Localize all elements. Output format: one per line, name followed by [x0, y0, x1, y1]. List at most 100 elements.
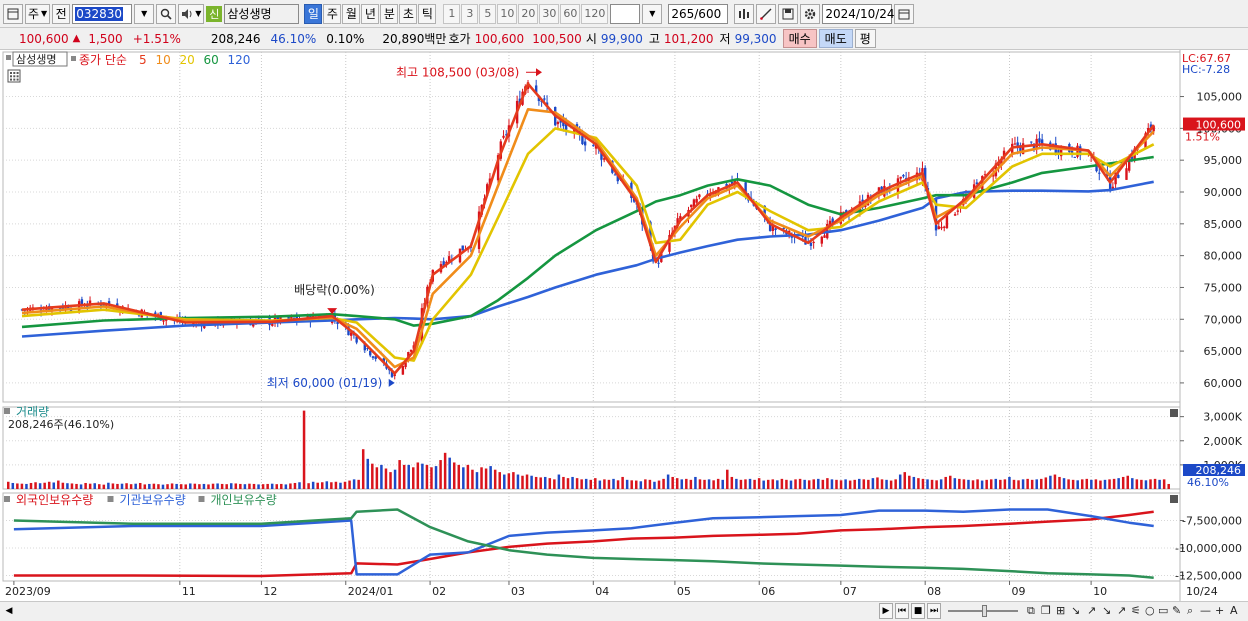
interval-button-30[interactable]: 30: [539, 3, 560, 24]
volume-bar: [148, 483, 151, 489]
interval-input[interactable]: [610, 3, 641, 24]
settings-button[interactable]: [800, 3, 821, 24]
period-tab-6[interactable]: 틱: [418, 3, 437, 24]
stock-chart[interactable]: 2023/09 11 12 2024/01 02 03 04 05 06 07 08 09 10 10/2…: [0, 50, 1248, 601]
volume-bar: [152, 483, 156, 489]
candle-body: [956, 210, 960, 212]
interval-button-3[interactable]: 3: [461, 3, 479, 24]
volume-bar: [803, 479, 806, 489]
volume-bar: [521, 475, 524, 489]
sound-button[interactable]: ▼: [178, 3, 205, 24]
date-input[interactable]: 2024/10/24: [822, 3, 895, 24]
calculator-icon-key: [13, 75, 16, 78]
line-style-icon[interactable]: ↗: [1087, 604, 1097, 617]
draw-icon[interactable]: ↘: [1071, 604, 1081, 617]
volume-bar: [38, 483, 42, 489]
fast-forward-icon[interactable]: ⏭: [927, 603, 941, 619]
grid-icon[interactable]: ⊞: [1056, 604, 1066, 617]
x-tick-label: 03: [511, 585, 525, 598]
copy-icon[interactable]: ❐: [1041, 604, 1051, 617]
indicator-icon: [739, 8, 750, 19]
stock-code-input[interactable]: 032830: [72, 3, 133, 24]
volume-bar: [1144, 480, 1148, 489]
period-tab-0[interactable]: 일: [304, 3, 323, 24]
search-icon[interactable]: ⌕: [1187, 604, 1194, 617]
minus-icon[interactable]: —: [1200, 604, 1211, 617]
layout-icon[interactable]: ⧉: [1027, 604, 1035, 617]
interval-button-20[interactable]: 20: [518, 3, 539, 24]
bottom-scrollbar[interactable]: ◀ ▶ ⏮ ■ ⏭ ⧉ ❐ ⊞ ↘ ↗ ↘ ↗ ⚟ ○ ▭ ✎ ⌕ — + A: [0, 601, 1248, 621]
candle-body: [594, 144, 598, 149]
scroll-left-icon[interactable]: ◀: [5, 606, 13, 616]
chevron-down-icon: ▼: [649, 9, 656, 18]
calculator-icon-key: [13, 72, 16, 74]
candle-body: [1016, 142, 1019, 148]
date-value: 2024/10/24: [825, 6, 895, 21]
drawing-tool-button[interactable]: [756, 3, 777, 24]
stop-icon[interactable]: ■: [911, 603, 925, 619]
volume-bar: [876, 477, 879, 489]
plus-icon[interactable]: +: [1215, 604, 1225, 617]
period-tab-3[interactable]: 년: [361, 3, 380, 24]
rewind-icon[interactable]: ⏮: [895, 603, 909, 619]
period-tab-2[interactable]: 월: [342, 3, 361, 24]
sell-button[interactable]: 매도: [818, 29, 853, 48]
candle-body: [730, 182, 734, 185]
scroll-right-icon[interactable]: ▶: [879, 603, 893, 619]
volume-bar: [430, 467, 433, 489]
circle-tool-icon[interactable]: ○: [1145, 604, 1155, 617]
volume-bar: [716, 478, 720, 489]
legend-ma-20: 20: [180, 53, 195, 67]
window-icon[interactable]: [3, 3, 23, 24]
volume-bar: [780, 478, 784, 489]
period-tab-4[interactable]: 분: [380, 3, 399, 24]
legend-ma-5: 5: [139, 53, 147, 67]
save-button[interactable]: [778, 3, 799, 24]
volume-bar: [321, 482, 324, 489]
evaluate-button[interactable]: 평: [854, 29, 876, 48]
interval-button-120[interactable]: 120: [581, 3, 609, 24]
volume-bar: [935, 480, 938, 489]
pencil-icon[interactable]: ✎: [1172, 604, 1182, 617]
rect-tool-icon[interactable]: ▭: [1158, 604, 1169, 617]
volume-bar: [1021, 479, 1025, 489]
interval-button-10[interactable]: 10: [497, 3, 518, 24]
volume-bar: [807, 480, 811, 489]
stock-name-field[interactable]: 삼성생명: [224, 3, 300, 24]
ray-tool-icon[interactable]: ↗: [1117, 604, 1127, 617]
search-button[interactable]: [156, 3, 177, 24]
volume-bar: [735, 478, 738, 489]
interval-button-60[interactable]: 60: [560, 3, 581, 24]
period-tab-1[interactable]: 주: [323, 3, 342, 24]
fib-tool-icon[interactable]: ⚟: [1131, 604, 1141, 617]
calendar-button[interactable]: [894, 3, 915, 24]
prev-button[interactable]: 전: [52, 3, 71, 24]
market-select[interactable]: 주 ▼: [25, 3, 51, 24]
arrow-tool-icon[interactable]: ↘: [1102, 604, 1112, 617]
volume-bar: [1017, 480, 1020, 489]
volume-bar: [885, 479, 888, 489]
count-input[interactable]: 265/600: [668, 3, 729, 24]
code-dropdown-button[interactable]: ▼: [134, 3, 155, 24]
candle-body: [1057, 150, 1060, 154]
interval-button-1[interactable]: 1: [443, 3, 461, 24]
period-tab-5[interactable]: 초: [399, 3, 418, 24]
chevron-down-icon: ▼: [141, 9, 148, 18]
volume-bar: [125, 483, 128, 489]
high-annotation: 최고 108,500 (03/08): [396, 65, 519, 79]
candle-body: [461, 245, 464, 251]
font-size-icon[interactable]: A: [1230, 604, 1238, 617]
zoom-slider-handle[interactable]: [982, 605, 987, 617]
x-tick-label: 08: [927, 585, 941, 598]
volume-bar: [548, 478, 552, 489]
turnover-rate: 0.10%: [326, 31, 365, 46]
interval-dropdown-button[interactable]: ▼: [642, 3, 663, 24]
buy-button[interactable]: 매수: [782, 29, 817, 48]
chevron-down-icon: ▼: [195, 9, 202, 18]
indicator-button[interactable]: [734, 3, 755, 24]
volume-bar: [703, 479, 706, 489]
volume-bar: [293, 482, 297, 489]
y-tick-label: 75,000: [1204, 281, 1243, 294]
volume-bar: [512, 472, 515, 489]
interval-button-5[interactable]: 5: [479, 3, 497, 24]
